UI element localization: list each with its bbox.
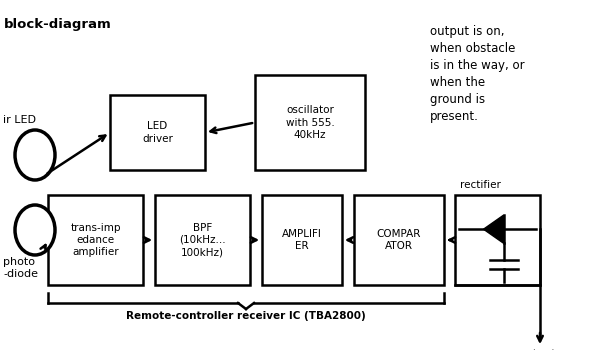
Polygon shape	[484, 215, 503, 243]
Text: ir LED: ir LED	[3, 115, 36, 125]
Text: rectifier: rectifier	[460, 180, 501, 190]
Bar	[110, 95, 205, 170]
Text: oscillator
with 555.
40kHz: oscillator with 555. 40kHz	[286, 105, 334, 140]
Text: output is on,
when obstacle
is in the way, or
when the
ground is
present.: output is on, when obstacle is in the wa…	[430, 25, 524, 123]
Text: LED
driver: LED driver	[142, 121, 173, 144]
Text: trans-imp
edance
amplifier: trans-imp edance amplifier	[70, 223, 121, 257]
Text: Remote-controller receiver IC (TBA2800): Remote-controller receiver IC (TBA2800)	[126, 311, 366, 321]
Ellipse shape	[15, 130, 55, 180]
Text: block-diagram: block-diagram	[4, 18, 112, 31]
Text: output: output	[520, 349, 556, 350]
Ellipse shape	[15, 205, 55, 255]
Bar	[262, 195, 342, 285]
Bar	[155, 195, 250, 285]
Text: COMPAR
ATOR: COMPAR ATOR	[377, 229, 421, 251]
Bar	[48, 195, 143, 285]
Bar	[354, 195, 444, 285]
Text: AMPLIFI
ER: AMPLIFI ER	[282, 229, 322, 251]
Bar	[255, 75, 365, 170]
Text: BPF
(10kHz...
100kHz): BPF (10kHz... 100kHz)	[179, 223, 226, 257]
Bar	[455, 195, 540, 285]
Text: photo
-diode: photo -diode	[3, 257, 38, 279]
